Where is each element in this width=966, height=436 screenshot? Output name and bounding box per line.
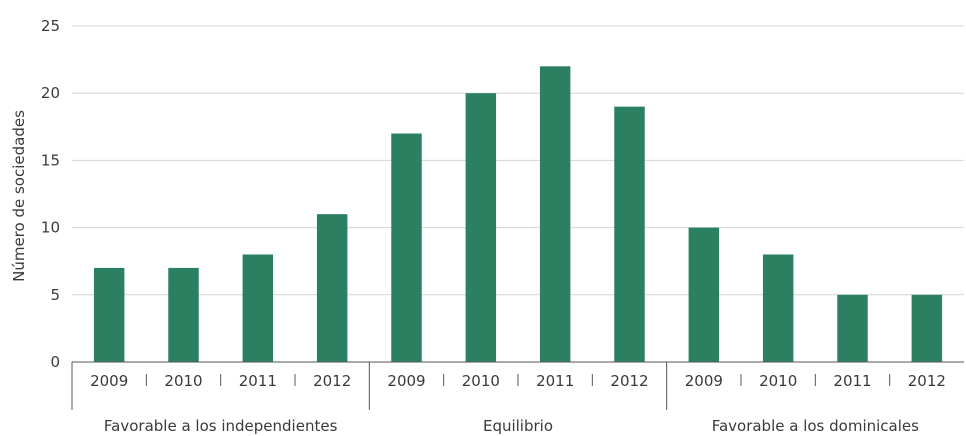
bar [465,93,497,362]
x-tick-label: 2012 [908,372,946,390]
x-tick-label: 2009 [387,372,425,390]
bar [391,133,422,362]
gridlines [72,25,964,363]
bar [539,66,571,362]
x-tick-label: 2010 [759,372,797,390]
y-tick-label: 10 [41,219,60,237]
x-tick-label: 2012 [313,372,351,390]
x-axis: 2009 2010 2011 2012 Favorable a los independ… [71,361,964,435]
group-label: Favorable a los independientes [104,417,338,435]
y-tick-label: 25 [41,17,60,35]
x-tick-label: 2009 [90,372,128,390]
bar [614,106,645,362]
bar [242,254,274,362]
x-tick-label: 2011 [536,372,574,390]
bar [911,294,943,362]
y-axis-ticks: 0 5 10 15 20 25 [41,17,60,371]
y-tick-label: 0 [50,353,60,371]
bar [762,254,794,362]
bar [688,227,720,362]
group-label: Favorable a los dominicales [712,417,919,435]
x-tick-label: 2010 [462,372,500,390]
y-tick-label: 15 [41,151,60,169]
bar [93,267,125,362]
bars [93,66,943,362]
bar [168,267,199,362]
y-axis-title: Número de sociedades [10,110,28,282]
y-tick-label: 20 [41,84,60,102]
x-tick-label: 2012 [610,372,648,390]
bar [316,214,348,362]
y-tick-label: 5 [50,286,60,304]
x-tick-label: 2011 [239,372,277,390]
x-tick-label: 2009 [685,372,723,390]
x-tick-label: 2010 [164,372,202,390]
group-label: Equilibrio [483,417,553,435]
x-tick-label: 2011 [833,372,871,390]
bar [837,294,868,362]
